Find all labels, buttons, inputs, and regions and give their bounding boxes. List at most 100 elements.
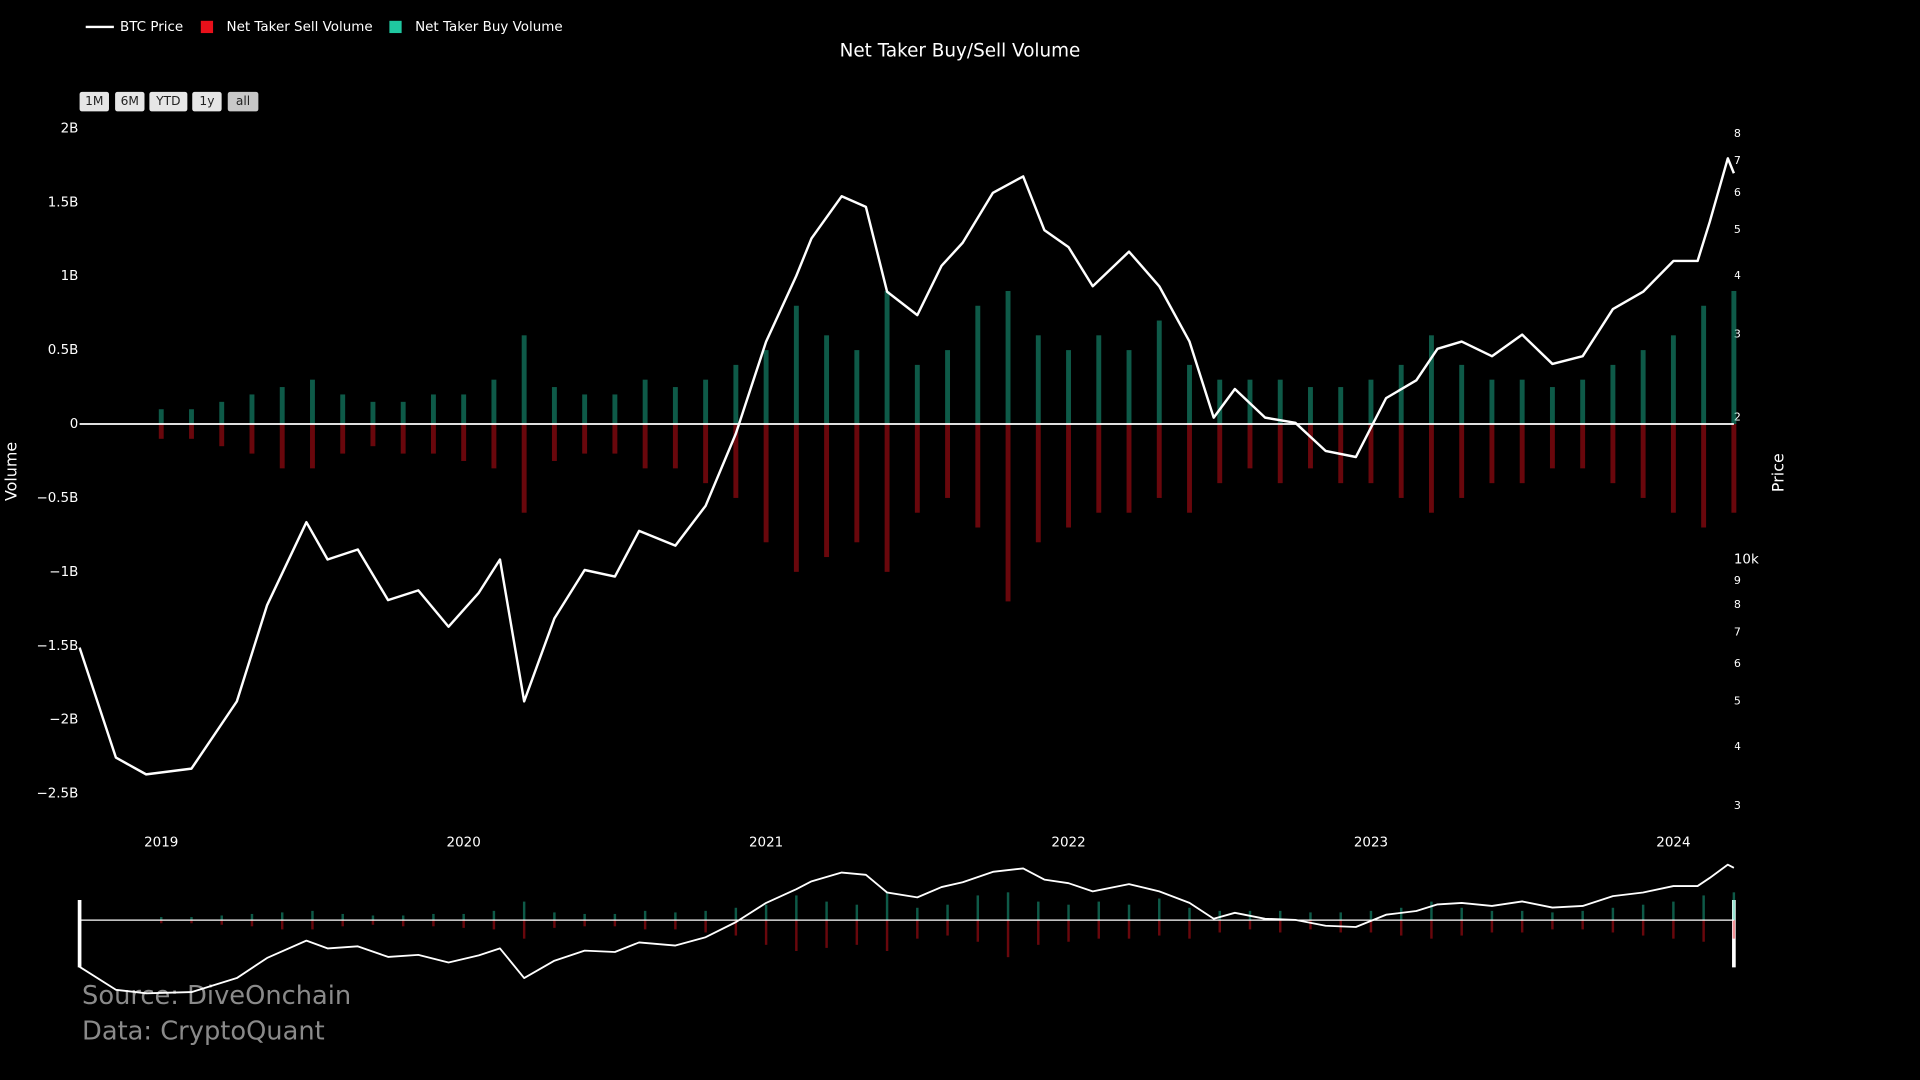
range-button[interactable]: 1y	[192, 91, 222, 112]
slider-bar	[795, 895, 798, 921]
slider-bar	[734, 920, 738, 936]
slider-bar	[1551, 912, 1554, 921]
bar	[1489, 379, 1495, 425]
slider-bar	[432, 920, 435, 927]
bar	[1005, 424, 1011, 602]
y2-tick-label: 2	[1734, 411, 1741, 424]
slider-bar	[613, 920, 617, 927]
slider-bar	[1732, 920, 1736, 939]
bar	[1489, 424, 1495, 484]
slider-bar	[341, 913, 344, 921]
slider-bar	[734, 907, 738, 921]
bar	[491, 379, 497, 425]
slider-bar	[371, 915, 375, 921]
slider-bar	[553, 920, 556, 928]
button-label[interactable]: 1y	[199, 94, 214, 108]
x-tick-label: 2024	[1656, 835, 1690, 850]
slider-bar	[1037, 920, 1040, 945]
range-button[interactable]: YTD	[149, 91, 188, 112]
bar	[340, 424, 346, 454]
slider-bar	[916, 907, 919, 921]
y-tick-label: −1B	[49, 565, 78, 580]
bar	[279, 424, 285, 469]
slider-bar	[764, 904, 768, 921]
slider-bar	[946, 904, 949, 921]
slider-bar	[1611, 907, 1615, 921]
legend-label[interactable]: Net Taker Buy Volume	[415, 20, 563, 35]
bar	[1640, 350, 1646, 425]
bar	[1368, 379, 1374, 425]
bar	[1459, 364, 1465, 425]
button-bg	[149, 91, 188, 112]
button-label[interactable]: all	[236, 94, 250, 108]
y-tick-label: −2.5B	[36, 787, 78, 802]
slider-bar	[1309, 912, 1312, 921]
slider-bar	[1188, 920, 1191, 939]
slider-bar	[1369, 910, 1373, 921]
range-button[interactable]: 6M	[115, 91, 145, 112]
slider-bar	[492, 910, 496, 921]
bar	[642, 379, 648, 425]
slider-bar	[916, 920, 919, 939]
button-label[interactable]: 1M	[85, 94, 103, 108]
button-label[interactable]: YTD	[155, 94, 180, 108]
bar	[189, 409, 194, 425]
source-note: Data: CryptoQuant	[82, 1017, 325, 1047]
slider-bar	[1127, 904, 1131, 921]
bar	[1217, 379, 1223, 425]
bar	[521, 335, 527, 425]
chart-title: Net Taker Buy/Sell Volume	[840, 40, 1081, 61]
slider-bar	[1067, 904, 1070, 921]
legend-swatch	[200, 20, 214, 34]
range-button[interactable]: all	[227, 91, 259, 112]
slider-bar	[1218, 920, 1221, 933]
slider-bar	[1551, 920, 1554, 930]
bar	[1519, 379, 1525, 425]
button-label[interactable]: 6M	[121, 94, 139, 108]
slider-bar	[280, 912, 284, 921]
legend-label[interactable]: Net Taker Sell Volume	[227, 20, 373, 35]
bar	[1308, 424, 1313, 469]
bar	[1731, 424, 1737, 513]
y2-tick-label: 5	[1734, 694, 1741, 707]
slider-bar	[1430, 920, 1433, 939]
y2-tick-label: 10k	[1734, 553, 1759, 568]
range-button[interactable]: 1M	[79, 91, 109, 112]
bar	[703, 424, 709, 484]
bar	[1580, 379, 1586, 425]
bar	[1701, 305, 1707, 425]
slider-bar	[1037, 901, 1040, 921]
slider-bar	[946, 920, 949, 936]
bar	[884, 424, 890, 572]
bar	[733, 424, 739, 498]
legend-label[interactable]: BTC Price	[120, 20, 183, 35]
slider-bar	[492, 920, 496, 930]
slider-bar	[855, 904, 859, 921]
x-tick-label: 2020	[447, 835, 481, 850]
y-tick-label: 0	[70, 417, 79, 432]
bar	[1670, 424, 1676, 513]
y2-tick-label: 4	[1734, 740, 1741, 753]
slider-bar	[1339, 912, 1342, 921]
source-note: Source: DiveOnchain	[82, 981, 351, 1011]
slider-bar	[1520, 920, 1524, 933]
bar	[914, 424, 920, 513]
bar	[1610, 424, 1616, 484]
slider-bar	[1279, 910, 1282, 921]
slider-bar	[462, 913, 465, 921]
y2-axis-title: Price	[1769, 453, 1788, 492]
slider-bar	[885, 920, 889, 951]
slider-bar	[1520, 910, 1524, 921]
slider-bar	[795, 920, 798, 951]
bar	[824, 335, 830, 425]
bar	[672, 387, 678, 425]
bar	[1459, 424, 1465, 498]
slider-bar	[1399, 907, 1403, 921]
y2-tick-label: 8	[1734, 598, 1741, 611]
slider-bar	[1158, 920, 1161, 936]
bar	[1610, 364, 1616, 425]
slider-bar	[674, 920, 677, 930]
slider-bar	[522, 901, 526, 921]
slider-bar	[311, 910, 314, 921]
